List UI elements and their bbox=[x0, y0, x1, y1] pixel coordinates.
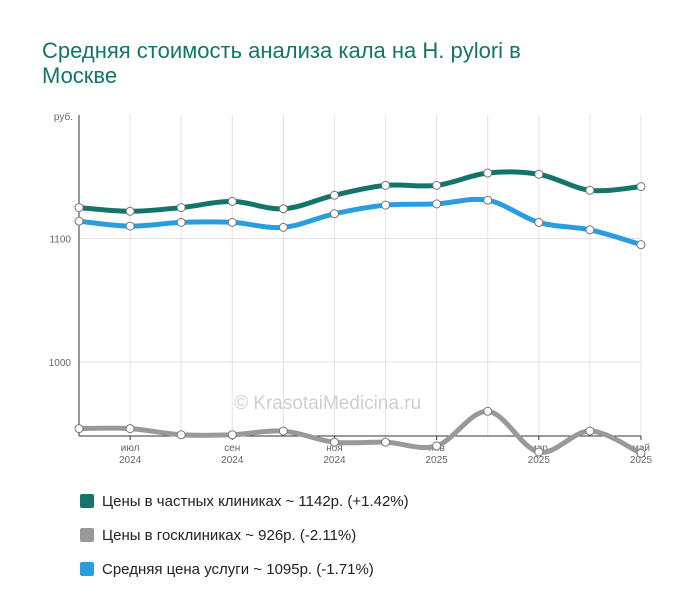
y-tick-label: 1000 bbox=[49, 358, 72, 369]
data-point-series-2 bbox=[381, 437, 391, 447]
data-point-series-3 bbox=[74, 216, 84, 226]
data-point-series-1 bbox=[176, 203, 186, 213]
series-line-2 bbox=[76, 408, 644, 456]
legend-swatch bbox=[80, 562, 94, 576]
x-tick-label-year: 2024 bbox=[119, 455, 142, 466]
x-tick-label-month: июл bbox=[121, 443, 140, 454]
data-point-series-1 bbox=[432, 180, 442, 190]
data-point-series-3 bbox=[483, 195, 493, 205]
data-point-series-3 bbox=[125, 221, 135, 231]
data-point-series-1 bbox=[278, 204, 288, 214]
legend-item-1[interactable]: Цены в частных клиниках ~ 1142р. (+1.42%… bbox=[80, 484, 409, 518]
legend-label: Цены в частных клиниках ~ 1142р. (+1.42%… bbox=[102, 492, 409, 510]
data-point-series-2 bbox=[125, 424, 135, 434]
x-tick-label-year: 2025 bbox=[426, 455, 449, 466]
data-point-series-2 bbox=[176, 430, 186, 440]
legend-swatch bbox=[80, 528, 94, 542]
data-point-series-1 bbox=[227, 196, 237, 206]
chart-legend: Цены в частных клиниках ~ 1142р. (+1.42%… bbox=[80, 484, 409, 586]
data-point-series-2 bbox=[227, 430, 237, 440]
x-tick-label-year: 2024 bbox=[323, 455, 346, 466]
data-point-series-3 bbox=[534, 217, 544, 227]
watermark: © KrasotaiMedicina.ru bbox=[234, 393, 422, 414]
data-point-series-2 bbox=[585, 426, 595, 436]
x-tick-label-year: 2025 bbox=[630, 455, 653, 466]
legend-swatch bbox=[80, 494, 94, 508]
legend-item-3[interactable]: Средняя цена услуги ~ 1095р. (-1.71%) bbox=[80, 552, 409, 586]
data-point-series-1 bbox=[74, 203, 84, 213]
data-point-series-1 bbox=[636, 182, 646, 192]
legend-item-2[interactable]: Цены в госклиниках ~ 926р. (-2.11%) bbox=[80, 518, 409, 552]
data-point-series-2 bbox=[483, 406, 493, 416]
data-point-series-3 bbox=[381, 200, 391, 210]
data-point-series-2 bbox=[432, 441, 442, 451]
data-point-series-3 bbox=[227, 217, 237, 227]
data-point-series-3 bbox=[585, 225, 595, 235]
data-point-series-3 bbox=[278, 222, 288, 232]
chart-title: Средняя стоимость анализа кала на H. pyl… bbox=[42, 38, 521, 88]
x-tick-label-month: ноя bbox=[326, 443, 343, 454]
data-point-series-2 bbox=[278, 426, 288, 436]
data-point-series-3 bbox=[636, 240, 646, 250]
data-point-series-1 bbox=[585, 185, 595, 195]
series-line-3 bbox=[76, 196, 644, 248]
data-point-series-2 bbox=[329, 437, 339, 447]
x-tick-label-year: 2025 bbox=[528, 455, 551, 466]
y-tick-label: 1100 bbox=[49, 234, 71, 245]
data-point-series-3 bbox=[329, 209, 339, 219]
legend-label: Цены в госклиниках ~ 926р. (-2.11%) bbox=[102, 526, 357, 544]
x-tick-label-year: 2024 bbox=[221, 455, 244, 466]
x-tick-label-month: сен bbox=[224, 443, 240, 454]
data-point-series-2 bbox=[74, 424, 84, 434]
data-point-series-2 bbox=[534, 447, 544, 457]
data-point-series-2 bbox=[636, 448, 646, 458]
legend-label: Средняя цена услуги ~ 1095р. (-1.71%) bbox=[102, 560, 374, 578]
data-point-series-1 bbox=[534, 169, 544, 179]
data-point-series-1 bbox=[329, 190, 339, 200]
data-point-series-3 bbox=[432, 199, 442, 209]
y-unit-label: руб. bbox=[54, 111, 73, 123]
data-point-series-1 bbox=[483, 168, 493, 178]
x-tick-label-month: май bbox=[632, 443, 650, 454]
data-point-series-3 bbox=[176, 217, 186, 227]
data-point-series-1 bbox=[381, 180, 391, 190]
series-line-1 bbox=[76, 169, 644, 214]
data-point-series-1 bbox=[125, 206, 135, 216]
